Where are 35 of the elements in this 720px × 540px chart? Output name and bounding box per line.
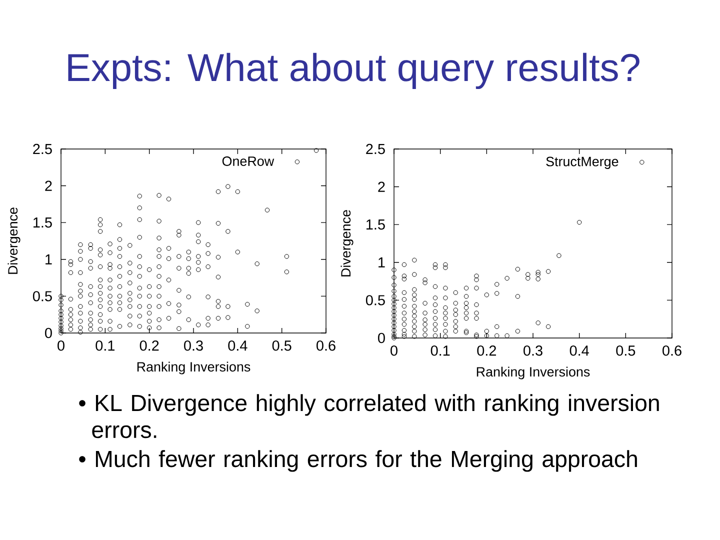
y-tick-label: 2: [45, 180, 52, 191]
x-tick-label: 0.5: [272, 340, 292, 351]
text: • KL Divergence highly correlated with ranking inversion errors.: [79, 394, 659, 438]
x-tick-label: 0.2: [477, 346, 496, 356]
x-axis-title: Ranking Inversions: [476, 366, 590, 380]
y-tick-label: 1.5: [34, 218, 52, 228]
legend-label: StructMerge: [546, 156, 618, 169]
x-tick-label: 0.2: [140, 340, 159, 351]
y-tick-label: 1: [378, 257, 385, 268]
y-axis-title: Divergence: [8, 208, 20, 274]
x-tick-label: 0.1: [96, 340, 115, 351]
y-tick-label: 1.5: [366, 220, 385, 230]
y-tick-label: 0: [45, 328, 52, 338]
y-tick-label: 0: [378, 332, 385, 344]
y-tick-label: 0.5: [366, 295, 385, 306]
x-tick-label: 0.6: [316, 340, 336, 351]
legend-label: OneRow: [222, 156, 274, 166]
y-tick-label: 2: [378, 182, 385, 192]
x-tick-label: 0.4: [228, 340, 248, 351]
y-tick-label: 1: [46, 254, 52, 264]
x-tick-label: 0.5: [616, 346, 636, 356]
text: • Much fewer ranking errors for the Merging approach: [79, 450, 637, 472]
y-tick-label: 2.5: [33, 144, 52, 154]
x-tick-label: 0: [58, 340, 64, 351]
y-axis-title: Divergence: [340, 210, 354, 276]
x-tick-label: 0.3: [524, 346, 542, 356]
x-tick-label: 0.6: [662, 346, 682, 356]
x-tick-label: 0.3: [184, 340, 203, 351]
x-axis-title: Ranking Inversions: [137, 362, 250, 374]
x-tick-label: 0.1: [430, 346, 450, 356]
x-tick-label: 0: [390, 346, 398, 356]
text: Expts: What about query results?: [68, 52, 640, 90]
x-tick-label: 0.4: [570, 346, 589, 356]
y-tick-label: 2.5: [366, 144, 385, 154]
y-tick-label: 0.5: [32, 291, 52, 302]
